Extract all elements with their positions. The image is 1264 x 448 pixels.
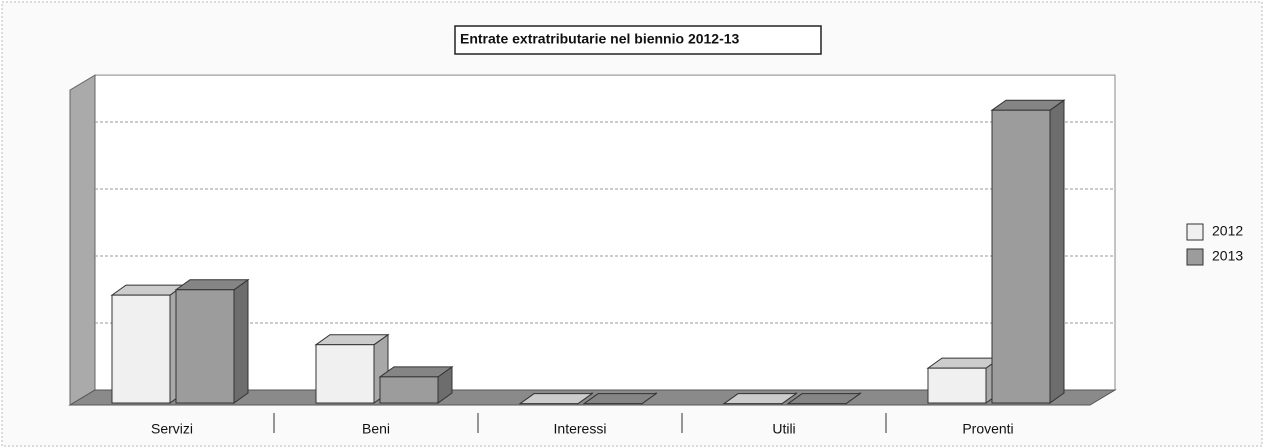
- bar-side: [1049, 99, 1065, 404]
- legend-label: 2012: [1212, 223, 1243, 239]
- bar-front: [315, 344, 375, 404]
- legend-label: 2013: [1212, 248, 1243, 264]
- chart-title: Entrate extratributarie nel biennio 2012…: [460, 31, 740, 47]
- x-tick-label: Beni: [362, 421, 390, 437]
- x-tick-label: Utili: [772, 421, 795, 437]
- bar: [582, 392, 658, 405]
- title-box: [454, 25, 822, 55]
- bar-front: [991, 109, 1051, 404]
- bar-front: [927, 367, 987, 404]
- x-tick-label: Servizi: [151, 421, 193, 437]
- bar: [314, 333, 390, 404]
- bar-side: [233, 278, 249, 404]
- bar: [174, 278, 250, 404]
- back-wall: [94, 74, 1116, 391]
- bar: [110, 284, 186, 404]
- bar-front: [175, 289, 235, 404]
- bar: [518, 392, 594, 405]
- legend-swatch: [1186, 223, 1204, 241]
- bar: [786, 392, 862, 405]
- x-tick-label: Proventi: [962, 421, 1013, 437]
- side-wall: [69, 74, 96, 406]
- bar: [378, 365, 454, 404]
- bar: [990, 99, 1066, 404]
- bar-front: [379, 376, 439, 404]
- bar-top: [722, 393, 798, 405]
- bar: [926, 357, 1002, 404]
- bar-top: [786, 393, 862, 405]
- bar-top: [582, 393, 658, 405]
- legend-swatch: [1186, 248, 1204, 266]
- bar-top: [518, 393, 594, 405]
- bar: [722, 392, 798, 405]
- x-tick-label: Interessi: [554, 421, 607, 437]
- bar-front: [111, 294, 171, 404]
